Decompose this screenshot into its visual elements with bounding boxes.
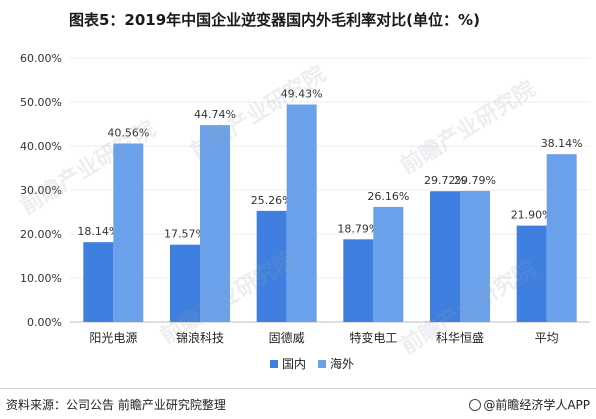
x-tick-label: 锦浪科技 [176, 330, 224, 345]
bar-overseas [373, 206, 404, 322]
x-tick-label: 特变电工 [349, 330, 397, 345]
footer: 资料来源：公司公告 前瞻产业研究院整理 @前瞻经济学人APP [0, 390, 596, 419]
data-label: 18.14% [77, 225, 119, 238]
bar-overseas [460, 190, 490, 322]
x-tick-label: 科华恒盛 [436, 330, 484, 345]
legend-swatch [318, 360, 326, 368]
x-tick-label: 阳光电源 [89, 331, 137, 345]
bar-overseas [546, 154, 577, 322]
data-label: 25.26% [251, 194, 293, 207]
legend-label: 海外 [330, 356, 354, 371]
y-tick-label: 60.00% [20, 52, 62, 65]
bar-domestic [430, 191, 460, 322]
y-tick-label: 20.00% [20, 228, 62, 241]
brand-text: @前瞻经济学人APP [483, 398, 590, 412]
bar-domestic [343, 239, 374, 322]
legend-swatch [270, 360, 278, 368]
y-tick-label: 40.00% [20, 140, 62, 153]
source-note: 资料来源：公司公告 前瞻产业研究院整理 [6, 398, 226, 412]
y-tick-label: 50.00% [20, 96, 62, 109]
y-tick-label: 30.00% [20, 184, 62, 197]
data-label: 38.14% [541, 137, 583, 150]
y-tick-label: 10.00% [20, 272, 62, 285]
bar-overseas [113, 143, 144, 322]
data-label: 26.16% [367, 190, 409, 203]
data-label: 17.57% [164, 228, 206, 241]
bar-domestic [83, 242, 114, 322]
bar-overseas [286, 104, 317, 323]
data-label: 18.79% [337, 222, 379, 235]
brand-logo-icon [469, 399, 482, 411]
data-label: 49.43% [281, 88, 323, 101]
chart-title: 图表5：2019年中国企业逆变器国内外毛利率对比(单位：%) [69, 11, 480, 29]
x-tick-label: 平均 [535, 331, 559, 345]
bar-domestic [256, 210, 287, 322]
data-label: 29.79% [454, 174, 496, 187]
bar-domestic [516, 225, 547, 322]
footer-divider [0, 388, 596, 389]
data-label: 29.72% [424, 174, 466, 187]
bar-domestic [170, 244, 200, 322]
data-label: 44.74% [194, 108, 236, 121]
x-tick-label: 固德威 [269, 330, 305, 345]
legend-label: 国内 [282, 357, 306, 371]
bar-overseas [200, 125, 230, 322]
data-label: 21.90% [511, 209, 553, 222]
data-label: 40.56% [107, 127, 149, 140]
y-tick-label: 0.00% [27, 316, 62, 329]
brand-credit: @前瞻经济学人APP [469, 396, 590, 413]
bar-chart: 0.00% 10.00% 20.00% 30.00% 40.00% 50.00% 60.00… [20, 52, 590, 371]
